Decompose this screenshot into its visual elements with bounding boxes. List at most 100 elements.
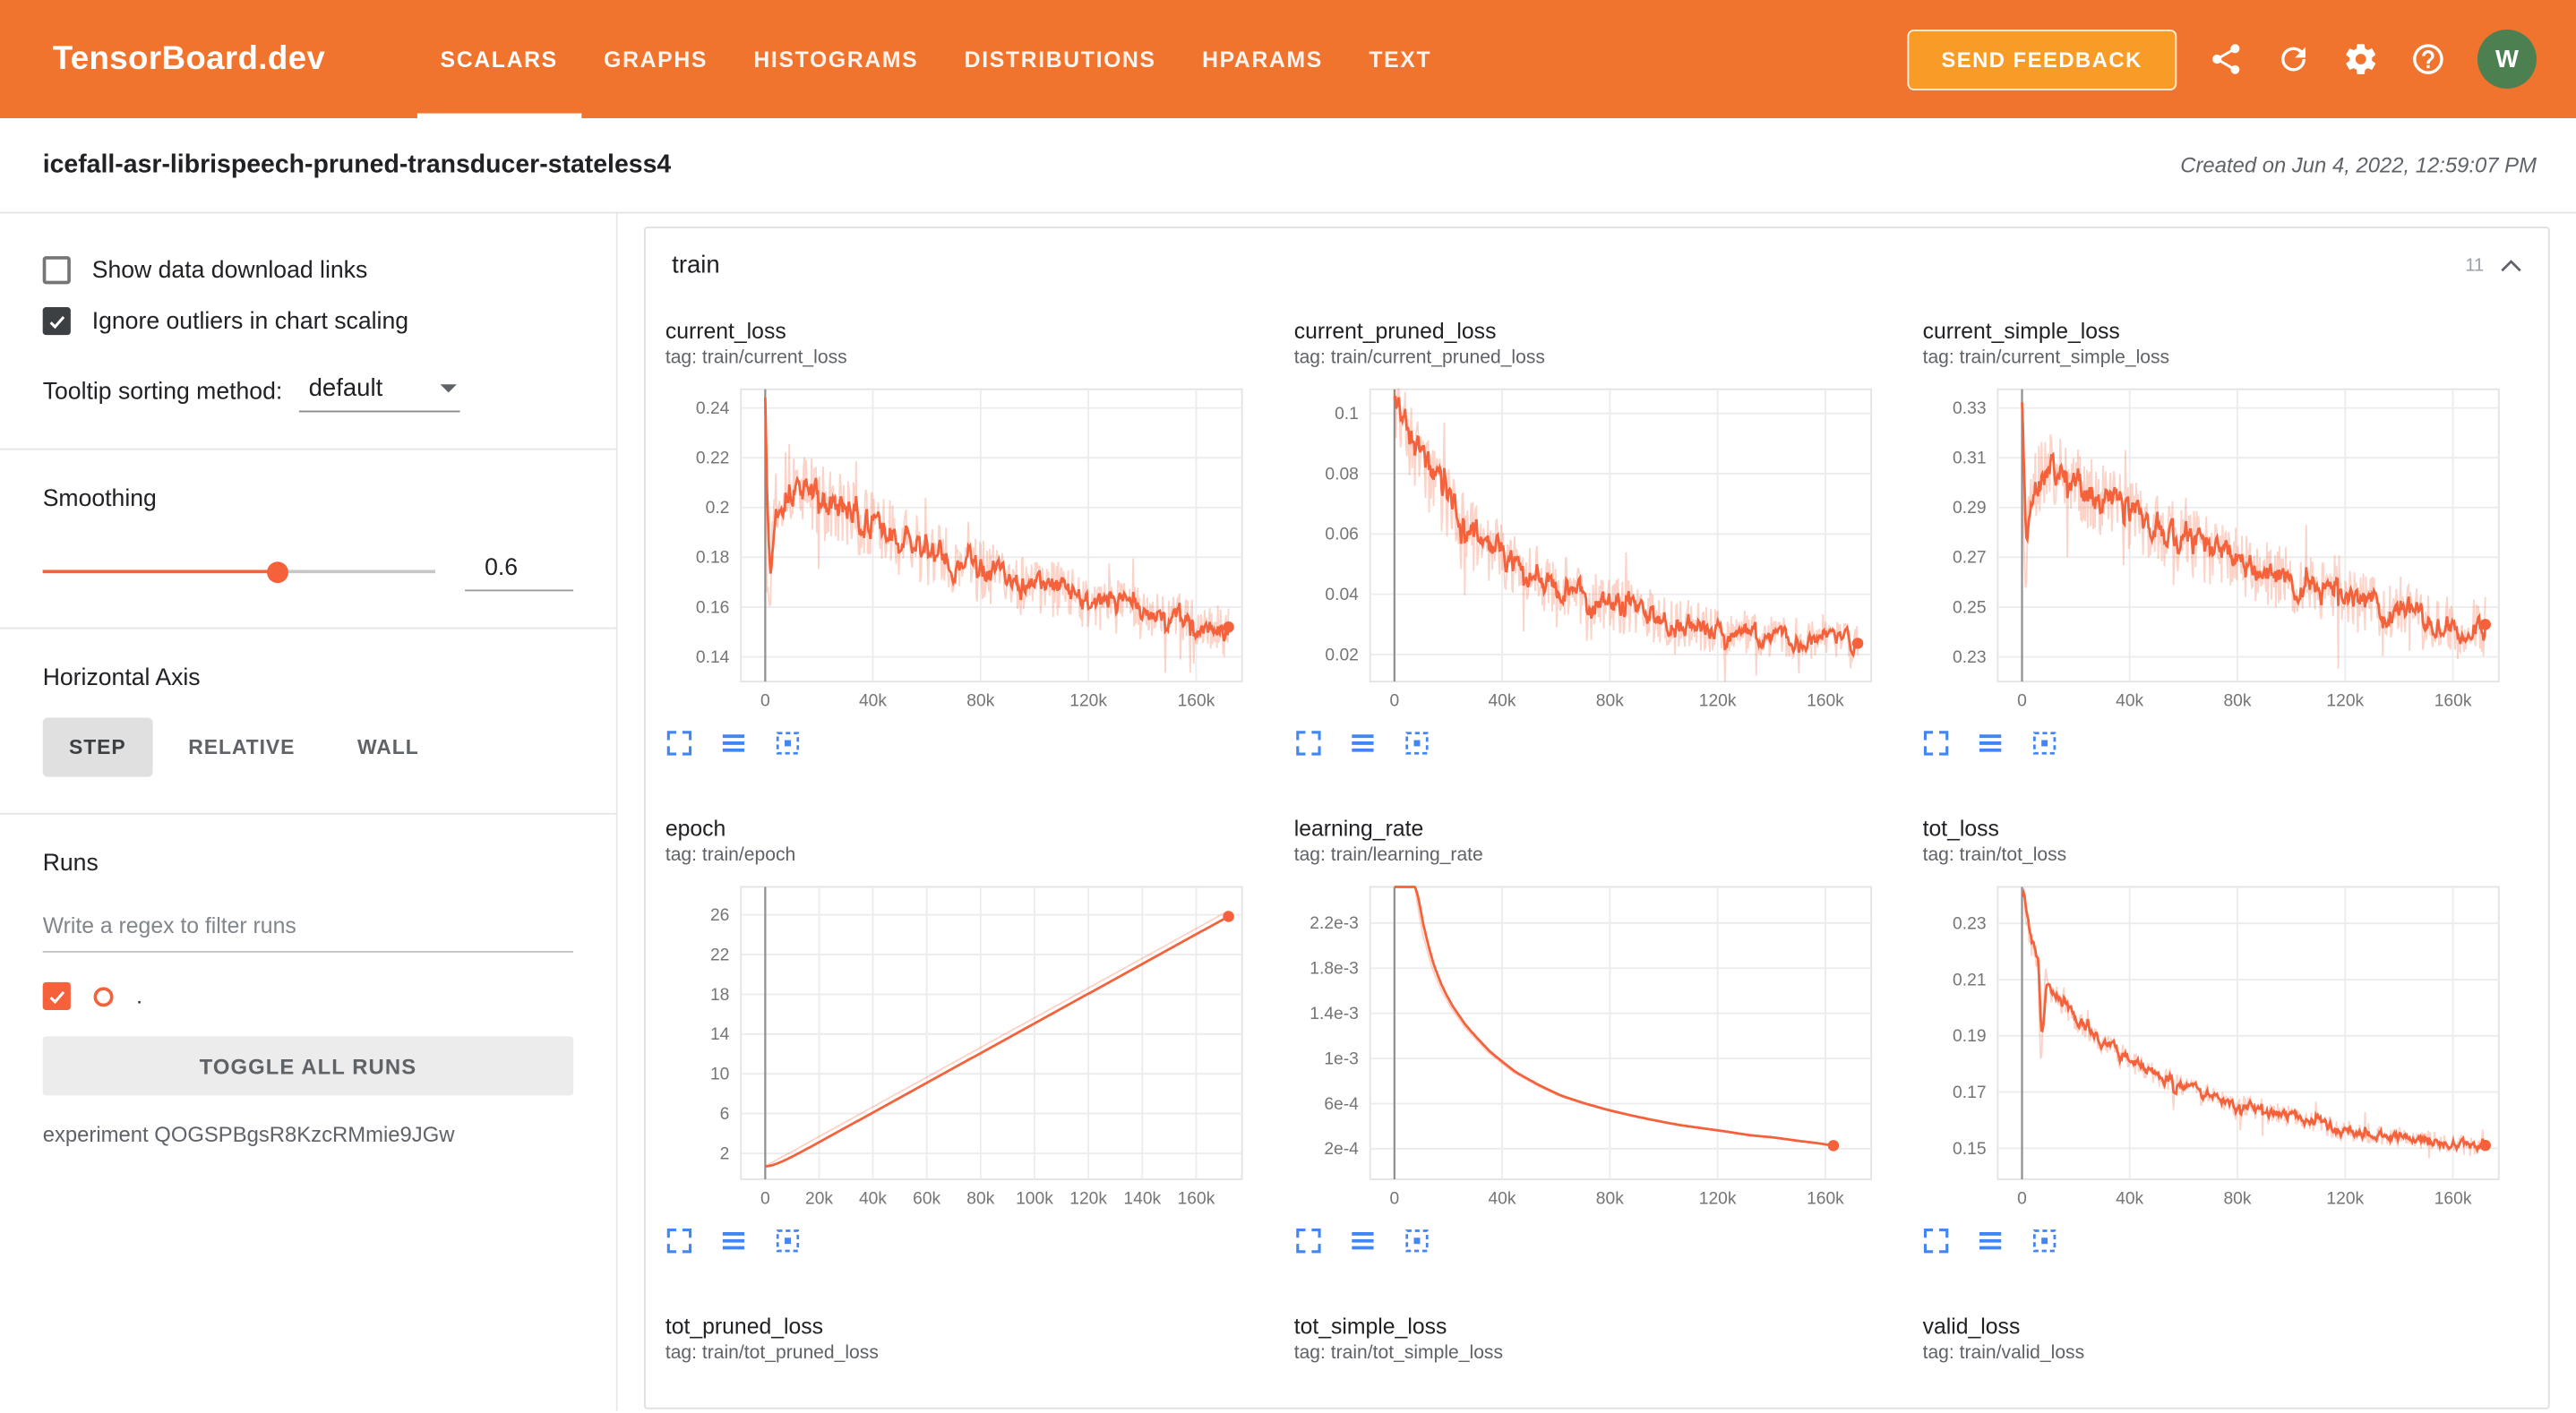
tooltip-sort-select[interactable]: default (298, 372, 460, 413)
expand-icon[interactable] (665, 729, 693, 757)
show-download-row[interactable]: Show data download links (42, 256, 573, 285)
slider-fill (42, 569, 279, 574)
share-icon[interactable] (2208, 41, 2244, 77)
ignore-outliers-label: Ignore outliers in chart scaling (91, 307, 409, 335)
settings-icon[interactable] (2343, 41, 2379, 77)
expand-icon[interactable] (1923, 1227, 1951, 1255)
run-name: . (136, 983, 142, 1009)
svg-text:160k: 160k (1178, 692, 1215, 711)
svg-text:60k: 60k (913, 1189, 940, 1208)
fit-domain-icon[interactable] (774, 729, 802, 757)
chart-tag: tag: train/current_pruned_loss (1293, 347, 1545, 368)
chart-plot[interactable]: 2 6 10 14 18 22 26 0 20k 40k 60k 80k 100k 120k 140k 160… (665, 878, 1271, 1213)
axis-relative-button[interactable]: RELATIVE (162, 718, 322, 777)
chart-toolbar (1923, 729, 2529, 757)
help-icon[interactable] (2410, 41, 2446, 77)
data-table-icon[interactable] (1977, 729, 2005, 757)
svg-text:0.33: 0.33 (1953, 399, 1987, 418)
svg-text:120k: 120k (1069, 1189, 1107, 1208)
ignore-outliers-checkbox[interactable] (42, 306, 71, 336)
show-download-checkbox[interactable] (42, 256, 71, 285)
app-header: TensorBoard.dev SCALARS GRAPHS HISTOGRAMS D… (0, 0, 2576, 119)
tab-graphs[interactable]: GRAPHS (604, 47, 708, 72)
card-title: train (672, 251, 720, 279)
tab-text[interactable]: TEXT (1369, 47, 1432, 72)
svg-text:0: 0 (2018, 1189, 2028, 1208)
data-table-icon[interactable] (719, 1227, 747, 1255)
axis-step-button[interactable]: STEP (42, 717, 152, 777)
svg-text:10: 10 (710, 1066, 729, 1084)
svg-text:0.25: 0.25 (1953, 598, 1987, 617)
tab-scalars[interactable]: SCALARS (416, 0, 581, 119)
runs-filter-input[interactable] (42, 896, 574, 953)
svg-text:120k: 120k (1698, 692, 1736, 711)
tab-histograms[interactable]: HISTOGRAMS (753, 47, 919, 72)
run-color-swatch[interactable] (93, 986, 114, 1006)
expand-icon[interactable] (1294, 1227, 1322, 1255)
train-card-header[interactable]: train 11 (646, 228, 2548, 293)
slider-thumb[interactable] (267, 561, 289, 584)
svg-text:80k: 80k (1595, 1189, 1623, 1208)
expand-icon[interactable] (1923, 729, 1951, 757)
app-logo[interactable]: TensorBoard.dev (52, 39, 326, 77)
svg-text:0.16: 0.16 (696, 598, 729, 617)
fit-domain-icon[interactable] (2031, 1227, 2059, 1255)
horizontal-axis-label: Horizontal Axis (42, 664, 201, 692)
svg-text:80k: 80k (2224, 692, 2252, 711)
svg-text:14: 14 (710, 1025, 730, 1044)
collapse-icon[interactable] (2501, 259, 2522, 272)
chart-toolbar (1923, 1227, 2529, 1255)
chart-plot[interactable]: 0.14 0.16 0.18 0.2 0.22 0.24 0 40k 80k 120k 160k (665, 381, 1271, 716)
svg-text:2: 2 (720, 1145, 730, 1164)
run-checkbox[interactable] (42, 981, 71, 1011)
fit-domain-icon[interactable] (1403, 1227, 1430, 1255)
smoothing-value[interactable]: 0.6 (465, 552, 574, 592)
smoothing-slider[interactable] (42, 560, 436, 584)
fit-domain-icon[interactable] (774, 1227, 802, 1255)
svg-text:40k: 40k (2117, 1189, 2144, 1208)
expand-icon[interactable] (665, 1227, 693, 1255)
svg-text:2e-4: 2e-4 (1324, 1140, 1359, 1159)
chart-plot[interactable]: 0.23 0.25 0.27 0.29 0.31 0.33 0 40k 80k 120k 160k (1923, 381, 2529, 716)
chart-tile-learning_rate: learning_rate tag: train/learning_rate 2e-… (1294, 817, 1900, 1255)
fit-domain-icon[interactable] (2031, 729, 2059, 757)
divider (0, 627, 616, 629)
svg-text:1e-3: 1e-3 (1324, 1050, 1359, 1069)
chart-plot[interactable]: 2e-4 6e-4 1e-3 1.4e-3 1.8e-3 2.2e-3 0 40k 80k 120… (1294, 878, 1900, 1213)
svg-text:80k: 80k (2224, 1189, 2252, 1208)
data-table-icon[interactable] (1977, 1227, 2005, 1255)
send-feedback-button[interactable]: SEND FEEDBACK (1906, 29, 2177, 90)
chart-plot[interactable]: 0.02 0.04 0.06 0.08 0.1 0 40k 80k 120k 160k (1294, 381, 1900, 716)
svg-text:0.15: 0.15 (1953, 1140, 1987, 1159)
svg-text:0.19: 0.19 (1953, 1027, 1987, 1046)
svg-text:0.24: 0.24 (696, 399, 730, 418)
chart-plot[interactable]: 0.15 0.17 0.19 0.21 0.23 0 40k 80k 120k 160k (1923, 878, 2529, 1213)
ignore-outliers-row[interactable]: Ignore outliers in chart scaling (42, 306, 573, 336)
tab-hparams[interactable]: HPARAMS (1202, 47, 1324, 72)
tooltip-sort-value: default (308, 374, 383, 403)
chart-tile-tot_loss: tot_loss tag: train/tot_loss 0.15 0.17 0.19 0… (1923, 817, 2529, 1255)
main-content: train 11 current_loss tag: train/current_… (617, 213, 2576, 1411)
svg-text:40k: 40k (1488, 692, 1516, 711)
svg-text:0.2: 0.2 (706, 499, 730, 518)
toggle-all-runs-button[interactable]: TOGGLE ALL RUNS (42, 1036, 574, 1096)
divider (0, 448, 616, 450)
svg-text:120k: 120k (2327, 692, 2365, 711)
fit-domain-icon[interactable] (1403, 729, 1430, 757)
data-table-icon[interactable] (719, 729, 747, 757)
svg-text:120k: 120k (2327, 1189, 2365, 1208)
data-table-icon[interactable] (1348, 1227, 1376, 1255)
svg-text:22: 22 (710, 946, 729, 964)
tab-distributions[interactable]: DISTRIBUTIONS (964, 47, 1156, 72)
expand-icon[interactable] (1294, 729, 1322, 757)
run-row[interactable]: . (42, 981, 573, 1011)
axis-wall-button[interactable]: WALL (331, 718, 445, 777)
refresh-icon[interactable] (2275, 41, 2311, 77)
svg-text:120k: 120k (1069, 692, 1107, 711)
svg-text:0.02: 0.02 (1325, 646, 1358, 664)
svg-text:0.23: 0.23 (1953, 648, 1987, 667)
svg-text:80k: 80k (966, 692, 994, 711)
avatar[interactable]: W (2477, 30, 2537, 90)
svg-text:2.2e-3: 2.2e-3 (1309, 914, 1359, 933)
data-table-icon[interactable] (1348, 729, 1376, 757)
